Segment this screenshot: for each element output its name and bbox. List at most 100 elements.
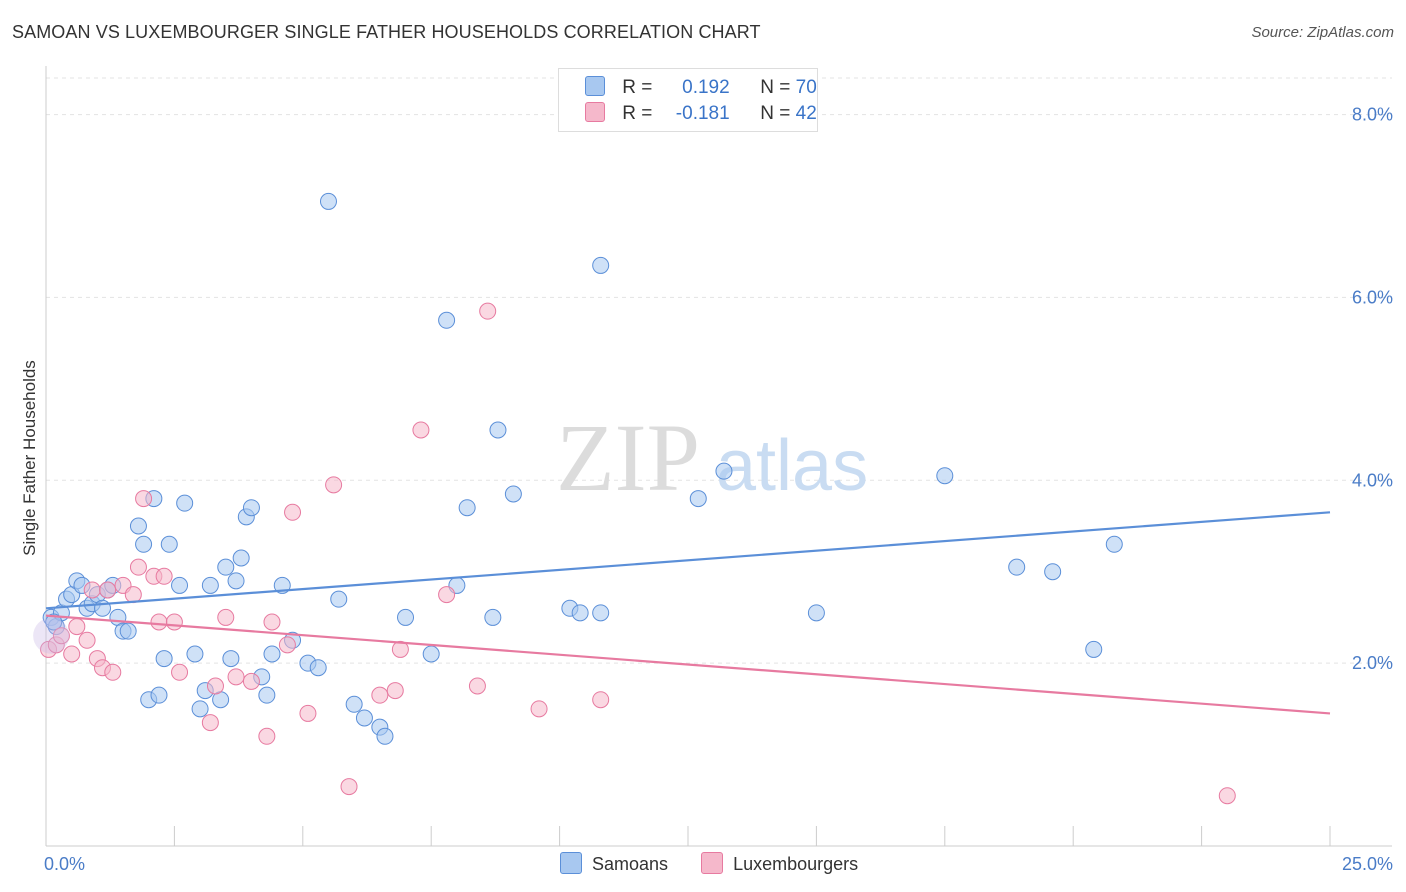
data-point [186,645,204,663]
y-tick-label: 2.0% [1352,653,1393,673]
data-point [201,576,219,594]
data-point [45,613,63,631]
trend-line-samoans [45,511,1331,610]
data-point [530,700,548,718]
data-point [484,608,502,626]
data-point [171,576,189,594]
legend-r-label: R = [622,77,653,98]
y-tick-label: 8.0% [1352,105,1393,125]
data-point [83,581,101,599]
data-point [242,672,260,690]
chart-title: SAMOAN VS LUXEMBOURGER SINGLE FATHER HOU… [12,22,761,42]
data-point [397,608,415,626]
data-point [217,558,235,576]
data-point [258,686,276,704]
data-point [371,686,389,704]
legend-swatch-samoans [560,852,582,874]
y-tick-labels: 2.0% 4.0% 6.0% 8.0% [1352,105,1393,674]
data-point [160,535,178,553]
data-point [129,517,147,535]
data-point [278,636,296,654]
legend-swatch-luxembourgers [701,852,724,874]
data-point [201,714,219,732]
data-point [325,476,343,494]
series-layer [33,192,1236,805]
data-point [936,467,954,485]
data-point [191,700,209,718]
data-point [263,645,281,663]
data-point [258,727,276,745]
legend-label-luxembourgers: Luxembourgers [733,854,859,874]
data-point [592,256,610,274]
data-point [386,682,404,700]
legend-swatch-luxembourgers [585,102,605,122]
series-legend: Samoans Luxembourgers [560,852,886,875]
legend-n-value-luxembourgers: 42 [795,103,817,124]
data-point [124,586,142,604]
data-point [171,663,189,681]
data-point [135,490,153,508]
data-point [489,421,507,439]
legend-n-label: N = [760,103,791,124]
data-point [63,645,81,663]
data-point [99,581,117,599]
series-luxembourgers [40,302,1236,805]
watermark: ZIP atlas [556,404,868,511]
data-point [807,604,825,622]
data-point [155,650,173,668]
data-point [422,645,440,663]
legend-item-luxembourgers: Luxembourgers [701,852,858,875]
data-point [340,778,358,796]
data-point [222,650,240,668]
data-point [1044,563,1062,581]
x-tick-label: 0.0% [44,854,85,874]
data-point [129,558,147,576]
cluster-point [33,617,70,654]
data-point [104,663,122,681]
legend-row-samoans: R = 0.192 N = 70 [585,76,817,100]
legend-r-value-samoans: 0.192 [682,77,730,98]
data-point [438,586,456,604]
data-point [330,590,348,608]
data-point [135,535,153,553]
legend-r-value-luxembourgers: -0.181 [675,103,730,124]
data-point [1105,535,1123,553]
data-point [458,499,476,517]
data-point [155,567,173,585]
data-point [263,613,281,631]
data-point [52,627,70,645]
data-point [438,311,456,329]
data-point [689,490,707,508]
data-point [592,691,610,709]
data-point [1008,558,1026,576]
data-point [150,686,168,704]
data-point [227,572,245,590]
y-axis-title: Single Father Households [20,360,39,556]
data-point [176,494,194,512]
grid-lines [46,77,1392,664]
data-point [284,503,302,521]
legend-label-samoans: Samoans [592,854,669,874]
data-point [1085,640,1103,658]
data-point [468,677,486,695]
x-tick-label: 25.0% [1342,854,1393,874]
data-point [242,499,260,517]
data-point [217,608,235,626]
legend-swatch-samoans [585,76,605,96]
legend-row-luxembourgers: R = -0.181 N = 42 [585,102,817,126]
y-tick-label: 6.0% [1352,287,1393,307]
x-tick-labels: 0.0% 25.0% [44,854,1393,874]
data-point [232,549,250,567]
data-point [227,668,245,686]
data-point [504,485,522,503]
data-point [1218,787,1236,805]
data-point [299,704,317,722]
data-point [165,613,183,631]
data-point [206,677,224,695]
correlation-legend: R = 0.192 N = 70 R = -0.181 N = 42 [558,68,818,132]
data-point [150,613,168,631]
data-point [412,421,430,439]
data-point [319,192,337,210]
legend-n-label: N = [760,77,791,98]
